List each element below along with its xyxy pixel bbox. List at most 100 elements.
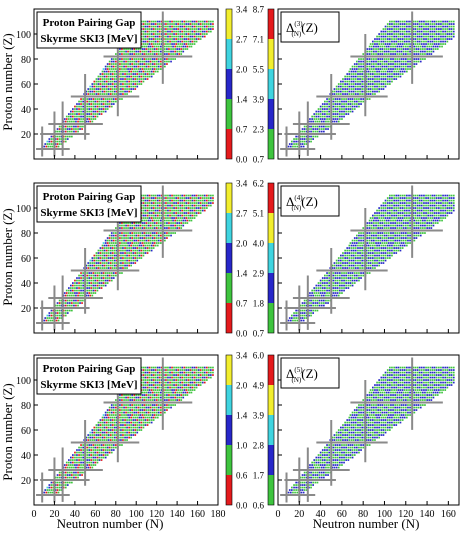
nuclide-dot <box>407 60 409 63</box>
nuclide-dot <box>68 292 70 294</box>
nuclide-dot <box>348 88 351 90</box>
nuclide-dot <box>144 78 147 80</box>
nuclide-dot <box>172 58 174 60</box>
nuclide-dot <box>160 53 162 55</box>
nuclide-dot <box>110 272 113 274</box>
nuclide-dot <box>308 302 310 304</box>
nuclide-dot <box>48 138 51 140</box>
nuclide-dot <box>166 222 168 224</box>
nuclide-dot <box>320 128 323 130</box>
nuclide-dot <box>91 120 94 123</box>
nuclide-dot <box>80 289 82 292</box>
nuclide-dot <box>311 292 313 294</box>
nuclide-dot <box>150 214 153 217</box>
nuclide-dot <box>429 30 432 33</box>
nuclide-dot <box>99 75 102 78</box>
nuclide-dot <box>312 304 314 307</box>
nuclide-dot <box>150 70 153 73</box>
nuclide-dot <box>121 272 123 274</box>
nuclide-dot <box>332 277 335 279</box>
nuclide-dot <box>410 28 412 30</box>
nuclide-dot <box>147 50 150 53</box>
nuclide-dot <box>193 25 196 28</box>
nuclide-dot <box>410 25 412 28</box>
nuclide-dot <box>409 45 411 48</box>
nuclide-dot <box>415 219 418 222</box>
nuclide-dot <box>160 50 162 53</box>
nuclide-dot <box>203 199 206 202</box>
nuclide-dot <box>114 75 116 78</box>
nuclide-dot <box>104 282 107 284</box>
nuclide-dot <box>94 115 97 118</box>
nuclide-dot <box>71 309 73 312</box>
nuclide-dot <box>370 50 373 53</box>
nuclide-dot <box>122 78 124 80</box>
nuclide-dot <box>163 217 165 219</box>
nuclide-dot <box>360 98 362 100</box>
nuclide-dot <box>180 227 183 229</box>
nuclide-dot <box>189 217 192 219</box>
nuclide-dot <box>383 234 386 237</box>
nuclide-dot <box>429 214 432 217</box>
nuclide-dot <box>144 207 147 209</box>
nuclide-dot <box>146 70 149 73</box>
nuclide-dot <box>86 282 89 284</box>
nuclide-dot <box>417 219 420 222</box>
nuclide-dot <box>293 312 295 314</box>
nuclide-dot <box>176 224 178 227</box>
nuclide-dot <box>129 232 131 234</box>
nuclide-dot <box>344 80 346 83</box>
nuclide-dot <box>160 237 162 239</box>
nuclide-dot <box>297 314 300 317</box>
nuclide-dot <box>336 105 339 108</box>
nuclide-dot <box>210 30 212 33</box>
nuclide-dot <box>148 207 151 209</box>
nuclide-dot <box>118 267 120 269</box>
nuclide-dot <box>86 108 89 110</box>
nuclide-dot <box>92 98 95 100</box>
nuclide-dot <box>384 244 387 247</box>
nuclide-dot <box>429 40 432 43</box>
nuclide-dot <box>165 214 167 217</box>
nuclide-dot <box>359 78 361 80</box>
nuclide-dot <box>412 40 415 43</box>
nuclide-dot <box>429 33 432 35</box>
nuclide-dot <box>203 204 206 207</box>
nuclide-dot <box>362 272 365 274</box>
nuclide-dot <box>171 199 173 202</box>
nuclide-dot <box>131 48 133 50</box>
nuclide-dot <box>171 20 173 23</box>
nuclide-dot <box>195 30 198 33</box>
nuclide-dot <box>183 38 186 40</box>
nuclide-dot <box>407 219 409 222</box>
nuclide-dot <box>141 227 144 229</box>
nuclide-dot <box>176 219 178 222</box>
nuclide-dot <box>187 202 190 204</box>
nuclide-dot <box>321 277 324 279</box>
nuclide-dot <box>120 252 122 254</box>
nuclide-dot <box>80 282 82 284</box>
nuclide-dot <box>169 212 171 214</box>
nuclide-dot <box>86 113 89 115</box>
nuclide-dot <box>130 257 132 259</box>
nuclide-dot <box>382 88 385 90</box>
nuclide-dot <box>427 38 429 40</box>
nuclide-dot <box>106 105 109 108</box>
nuclide-dot <box>90 284 93 287</box>
nuclide-dot <box>369 254 372 257</box>
nuclide-dot <box>139 58 142 60</box>
nuclide-dot <box>185 28 188 30</box>
nuclide-dot <box>155 65 158 68</box>
nuclide-dot <box>440 40 442 43</box>
nuclide-dot <box>125 237 127 239</box>
nuclide-dot <box>291 317 293 319</box>
nuclide-dot <box>314 125 317 128</box>
nuclide-dot <box>97 252 100 254</box>
nuclide-dot <box>359 252 361 254</box>
nuclide-dot <box>340 93 342 95</box>
nuclide-dot <box>100 105 103 108</box>
nuclide-dot <box>130 78 132 80</box>
nuclide-dot <box>153 53 156 55</box>
nuclide-dot <box>142 30 145 33</box>
